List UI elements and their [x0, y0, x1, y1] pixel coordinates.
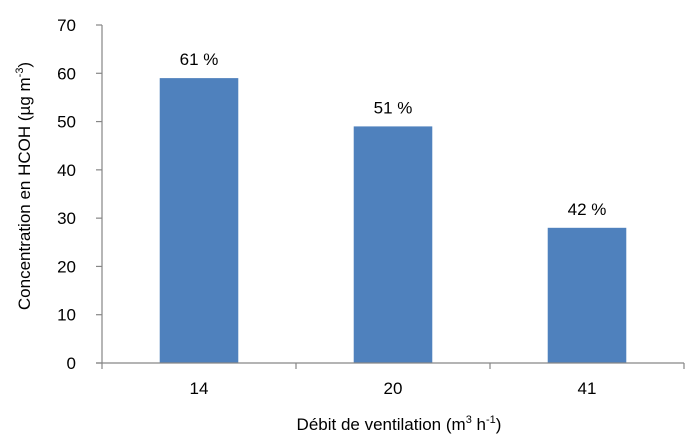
data-label-41: 42 %: [568, 200, 607, 219]
bar-14: [159, 78, 239, 363]
x-axis-ticks: 14 20 41: [101, 363, 685, 398]
data-label-14: 61 %: [180, 50, 219, 69]
x-tick-label-20: 20: [384, 379, 403, 398]
y-axis-title-prefix: Concentration en HCOH (µg m: [15, 77, 34, 310]
bars: [159, 78, 627, 364]
y-tick-label: 50: [57, 113, 76, 132]
y-axis-title-sup: -3: [14, 68, 26, 78]
x-axis-title-middle: h: [472, 415, 486, 434]
data-labels: 61 % 51 % 42 %: [180, 50, 607, 219]
x-tick-label-41: 41: [578, 379, 597, 398]
y-tick-label: 40: [57, 161, 76, 180]
y-tick-label: 20: [57, 257, 76, 276]
y-tick-label: 30: [57, 209, 76, 228]
y-tick-label: 0: [67, 354, 76, 373]
x-tick-label-14: 14: [190, 379, 209, 398]
x-axis-title-suffix: ): [496, 415, 502, 434]
x-axis-title-prefix: Débit de ventilation (m: [297, 415, 466, 434]
x-axis-title-sup1: 3: [466, 414, 472, 426]
y-tick-label: 10: [57, 306, 76, 325]
y-axis-title-suffix: ): [15, 62, 34, 68]
x-axis-title: Débit de ventilation (m3 h-1): [297, 414, 502, 434]
bar-20: [353, 126, 433, 364]
x-axis-title-sup2: -1: [486, 414, 496, 426]
y-axis-ticks: 0 10 20 30 40 50 60 70: [57, 16, 102, 373]
data-label-20: 51 %: [374, 98, 413, 117]
y-axis-title: Concentration en HCOH (µg m-3): [14, 62, 34, 310]
y-tick-label: 70: [57, 16, 76, 35]
y-tick-label: 60: [57, 64, 76, 83]
bar-41: [547, 227, 627, 363]
